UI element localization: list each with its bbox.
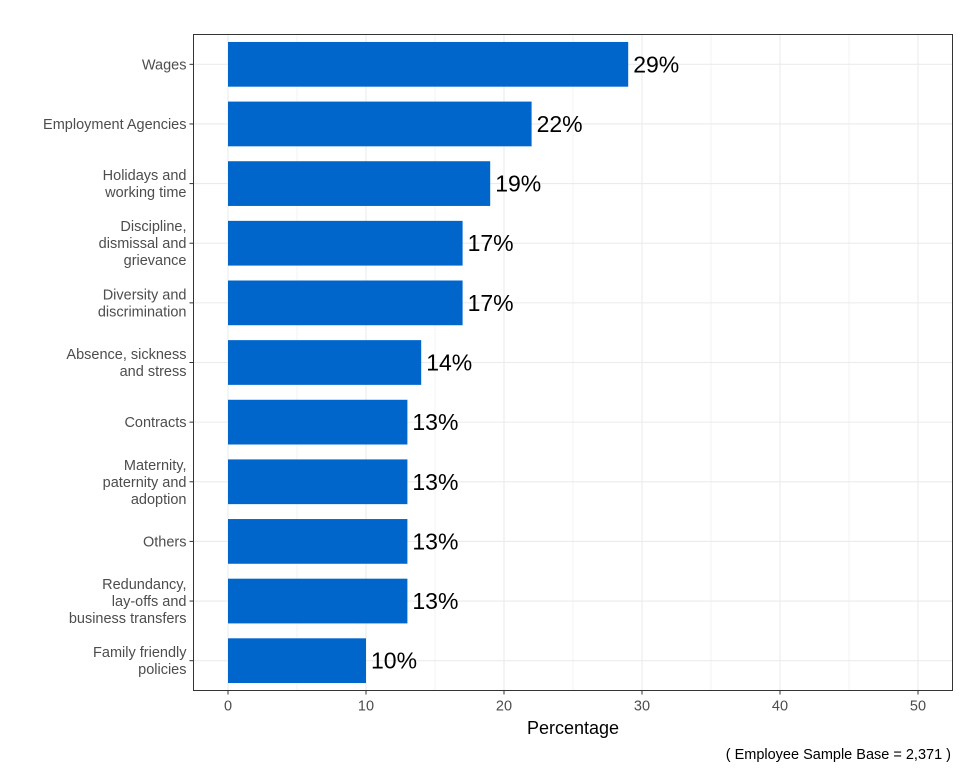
bar [228,459,408,505]
category-label: Absence, sickness and stress [66,347,186,380]
bar [228,101,532,147]
bar [228,638,366,684]
category-label: Redundancy, lay-offs and business transfer… [69,577,187,627]
x-axis-title: Percentage [527,718,619,738]
category-label: Family friendly policies [93,645,187,678]
data-label: 17% [468,230,514,256]
category-label: Diversity and discrimination [98,287,187,320]
category-label: Wages [142,57,187,73]
plot-panel-border [193,34,953,691]
bar [228,340,422,385]
category-label: Discipline, dismissal and grievance [99,219,187,269]
data-label: 19% [495,171,541,197]
bar [228,220,463,266]
data-label: 29% [633,51,679,77]
data-label: 13% [412,409,458,435]
data-label: 17% [468,290,514,316]
data-labels: 29% 22% 19% 17% 17% 14% 13% 13% 13% 13% 10% [371,51,679,673]
data-label: 13% [412,588,458,614]
x-tick-label: 20 [496,699,512,715]
x-tick-label: 30 [634,699,650,715]
category-label: Contracts [124,415,186,431]
x-tick-label: 0 [224,699,232,715]
bar [228,41,629,87]
data-label: 10% [371,648,417,674]
bar [228,519,408,564]
data-label: 13% [412,469,458,495]
data-label: 14% [426,350,472,376]
x-tick-labels: 0 10 20 30 40 50 [224,699,926,715]
x-tick-label: 50 [910,699,926,715]
x-tick-label: 40 [772,699,788,715]
x-tick-label: 10 [358,699,374,715]
bars [228,41,629,684]
category-label: Employment Agencies [43,117,186,133]
bar [228,578,408,624]
data-label: 13% [412,528,458,554]
data-label: 22% [537,111,583,137]
bar [228,399,408,445]
category-label: Holidays and working time [103,168,187,201]
sample-base-caption: ( Employee Sample Base = 2,371 ) [726,747,951,763]
category-label: Maternity, paternity and adoption [103,458,187,508]
bar [228,280,463,326]
category-label: Others [143,534,187,550]
category-labels: Wages Employment Agencies Holidays and work… [43,57,187,678]
bar [228,161,491,206]
